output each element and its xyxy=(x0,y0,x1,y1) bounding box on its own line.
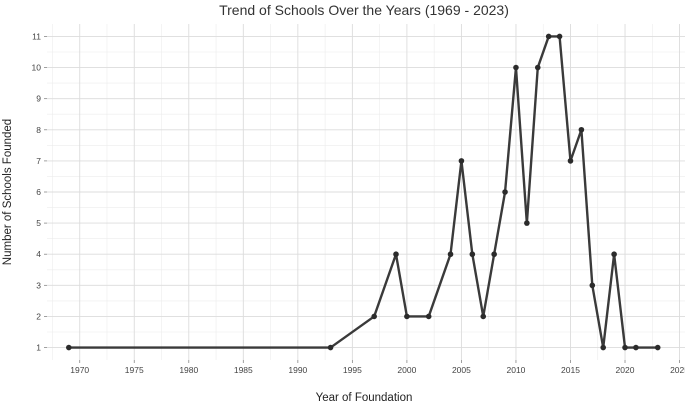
y-axis-label: Number of Schools Founded xyxy=(2,119,14,265)
y-tick-label: 10 xyxy=(32,63,42,73)
x-tick-label: 2020 xyxy=(616,365,635,375)
x-axis-label: Year of Foundation xyxy=(316,392,413,404)
y-axis-ticks: 1 2 3 4 5 6 7 8 9 10 11 xyxy=(32,31,47,353)
data-point xyxy=(633,344,639,351)
data-point xyxy=(622,344,628,351)
x-tick-label: 2005 xyxy=(452,365,471,375)
y-tick-label: 9 xyxy=(36,94,41,104)
data-point xyxy=(513,64,519,71)
y-tick-label: 1 xyxy=(36,343,41,353)
x-tick-label: 1975 xyxy=(125,365,144,375)
data-point xyxy=(393,251,399,258)
data-point xyxy=(469,251,476,258)
y-tick-label: 11 xyxy=(32,31,41,41)
x-tick-label: 2025 xyxy=(670,365,685,375)
data-point xyxy=(404,313,410,320)
y-tick-label: 6 xyxy=(36,187,41,197)
data-point xyxy=(556,33,563,40)
data-point xyxy=(371,313,377,320)
data-point xyxy=(458,158,465,164)
data-point xyxy=(491,251,497,258)
y-tick-label: 8 xyxy=(36,125,41,135)
data-point xyxy=(534,64,541,71)
data-point xyxy=(66,344,72,351)
x-tick-label: 1970 xyxy=(70,365,89,375)
data-point xyxy=(611,251,617,258)
data-point xyxy=(524,220,530,226)
y-tick-label: 3 xyxy=(36,280,41,290)
x-tick-label: 2000 xyxy=(397,365,416,375)
data-points xyxy=(66,33,661,351)
y-tick-label: 5 xyxy=(36,218,41,228)
y-tick-label: 2 xyxy=(36,311,41,321)
data-point xyxy=(545,33,552,40)
data-point xyxy=(480,313,487,320)
data-point xyxy=(447,251,454,258)
x-tick-label: 2015 xyxy=(561,365,580,375)
y-tick-label: 4 xyxy=(36,249,41,259)
x-tick-label: 2010 xyxy=(506,365,525,375)
x-tick-label: 1980 xyxy=(179,365,198,375)
grid xyxy=(47,24,685,360)
data-point xyxy=(654,344,661,351)
data-point xyxy=(600,344,607,351)
data-point xyxy=(578,126,585,133)
y-tick-label: 7 xyxy=(36,156,41,166)
data-point xyxy=(589,282,596,289)
x-tick-label: 1990 xyxy=(288,365,307,375)
x-tick-label: 1985 xyxy=(234,365,253,375)
chart-title: Trend of Schools Over the Years (1969 - … xyxy=(219,2,509,18)
data-point xyxy=(502,189,508,195)
data-point xyxy=(425,313,432,320)
data-point xyxy=(567,158,574,164)
x-tick-label: 1995 xyxy=(343,365,362,375)
data-point xyxy=(327,344,334,351)
x-axis-ticks: 1970 1975 1980 1985 1990 1995 2000 2005 2010 2015… xyxy=(70,360,685,375)
